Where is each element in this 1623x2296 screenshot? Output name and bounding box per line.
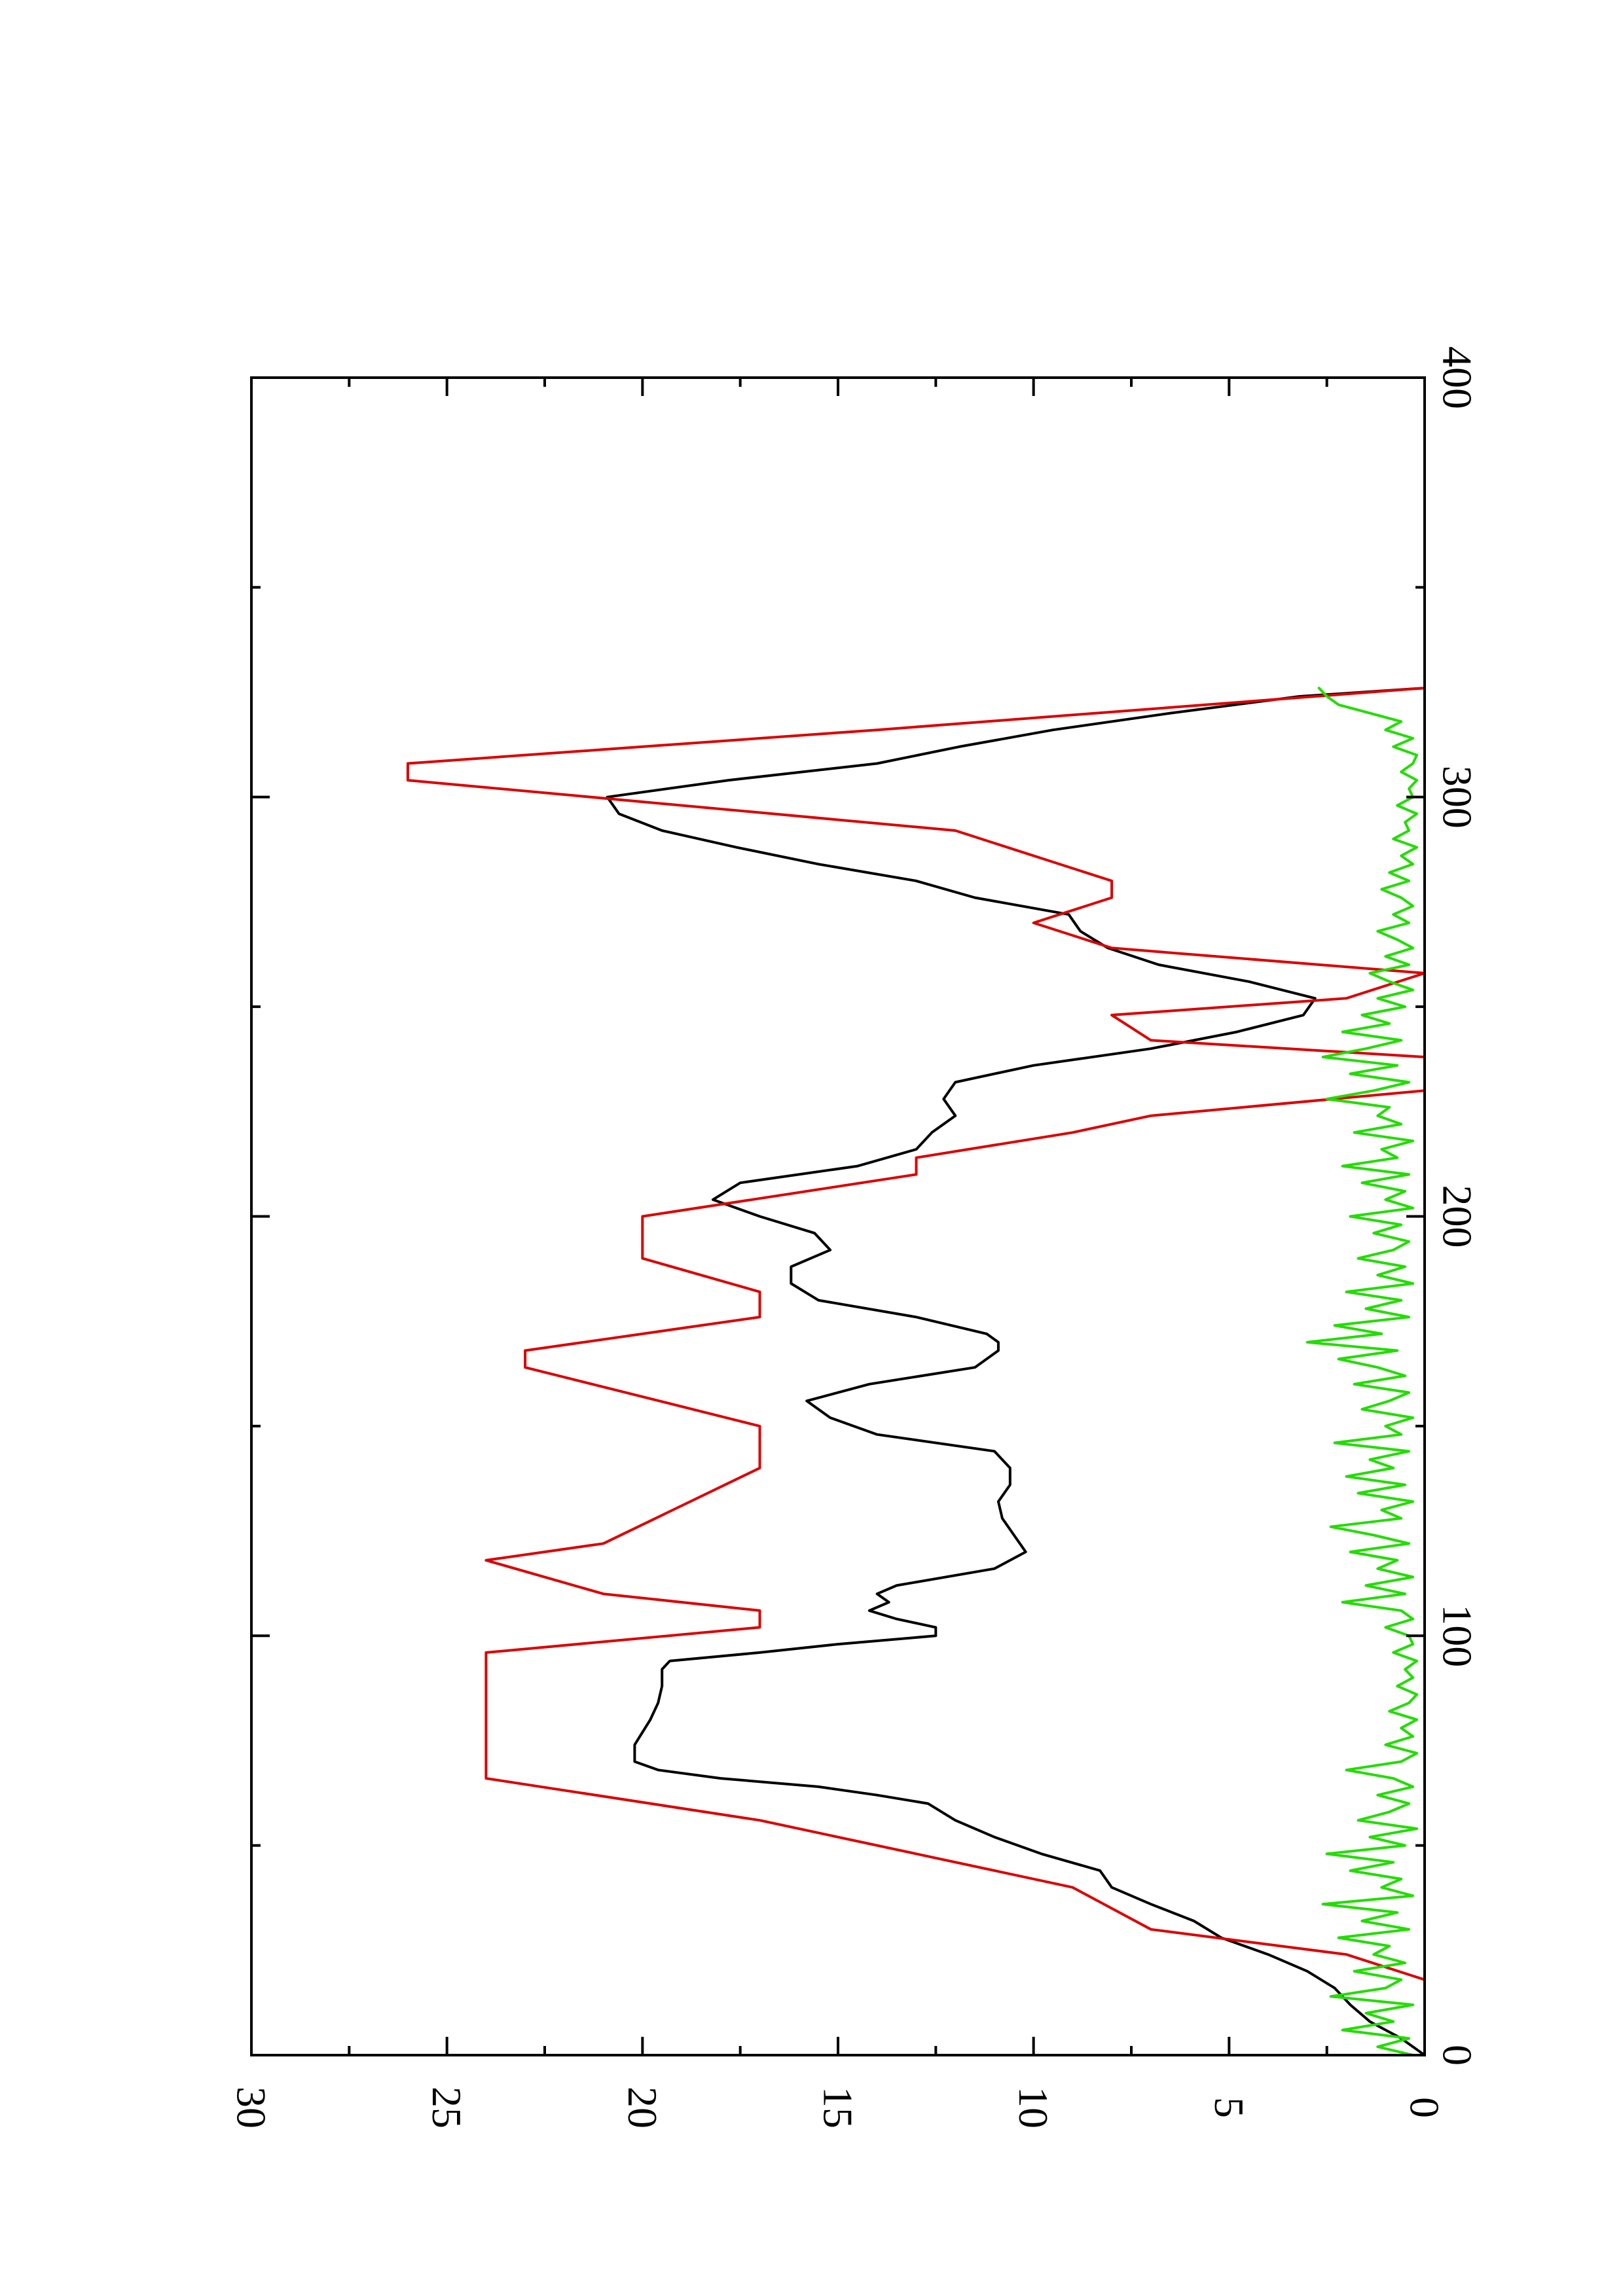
y-tick-label: 20: [619, 2087, 666, 2128]
x-tick-label: 100: [1434, 1604, 1481, 1667]
y-tick-label: 15: [815, 2087, 862, 2128]
series-line-2: [406, 687, 1426, 2056]
x-tick-label: 0: [1434, 2045, 1481, 2066]
plot-frame: [250, 376, 1426, 2056]
series-line-3: [1305, 687, 1419, 2056]
x-tick-label: 300: [1434, 766, 1481, 829]
series-line-1: [606, 687, 1426, 2056]
y-tick-label: 30: [228, 2087, 275, 2128]
series-group: [406, 687, 1426, 2056]
y-tick-label: 10: [1010, 2087, 1057, 2128]
y-tick-label: 0: [1402, 2097, 1448, 2118]
axis-ticks: [250, 376, 1426, 2056]
x-tick-label: 400: [1434, 346, 1481, 409]
x-tick-label: 200: [1434, 1185, 1481, 1248]
y-tick-label: 25: [424, 2087, 470, 2128]
tick-labels: 0 100 200 300 400 0 5 10 15 20 25 30: [228, 346, 1481, 2128]
y-tick-label: 5: [1206, 2097, 1252, 2118]
